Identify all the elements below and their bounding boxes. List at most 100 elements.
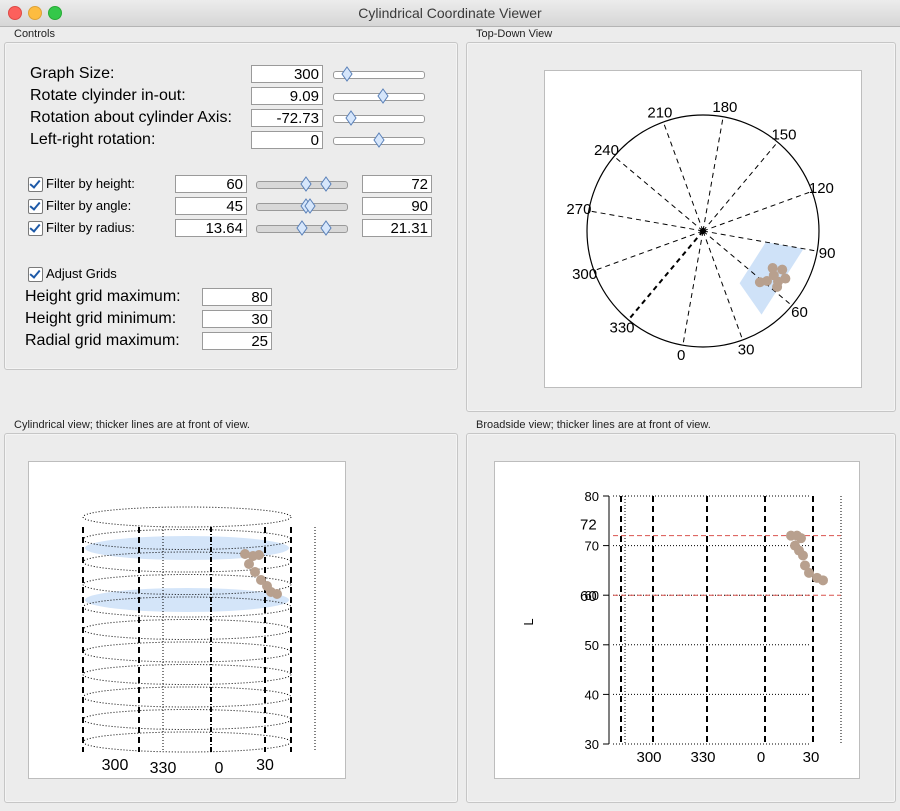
height-grid-ellipse (82, 506, 292, 528)
angle-gridline (662, 121, 704, 232)
height-min-field[interactable]: 30 (202, 310, 272, 328)
left-right-field[interactable]: 0 (251, 131, 323, 149)
height-grid-ellipse (82, 709, 292, 730)
cylindrical-panel-label: Cylindrical view; thicker lines are at f… (14, 419, 250, 431)
height-grid-ellipse (82, 731, 292, 753)
left-right-slider[interactable] (333, 132, 425, 148)
adjust-grids-checkbox[interactable] (28, 267, 43, 282)
filter-radius-max-field[interactable]: 21.31 (362, 219, 432, 237)
data-point (754, 277, 765, 288)
x-tick-label: 330 (690, 749, 715, 766)
range-thumb-lo[interactable] (300, 176, 312, 192)
controls-panel: Graph Size: 300 Rotate clyinder in-out: … (4, 42, 458, 370)
zoom-window-button[interactable] (48, 6, 62, 20)
angle-label: 300 (572, 266, 597, 283)
topdown-polar-plot: 0 30 60 90 120 150 180 210 240 270 300 330 (566, 99, 836, 364)
filter-height-min-field[interactable]: 60 (175, 175, 247, 193)
angle-label: 210 (647, 105, 672, 122)
data-point (244, 559, 254, 569)
y-tick-label: 80 (585, 489, 599, 504)
x-tick-label: 0 (757, 749, 765, 766)
angle-label: 90 (819, 245, 836, 262)
angle-label: 270 (566, 201, 591, 218)
rotate-axis-slider[interactable] (333, 110, 425, 126)
radial-max-field[interactable]: 25 (202, 332, 272, 350)
rotate-axis-label: Rotation about cylinder Axis: (30, 109, 232, 126)
x-tick-label: 300 (636, 749, 661, 766)
filter-angle-min-field[interactable]: 45 (175, 197, 247, 215)
angle-label: 30 (738, 341, 755, 358)
angle-label: 150 (771, 126, 796, 143)
rotate-axis-field[interactable]: -72.73 (251, 109, 323, 127)
data-point (780, 273, 791, 284)
angle-gridline (627, 230, 704, 321)
angle-gridline (588, 210, 704, 232)
data-point (272, 589, 282, 599)
height-grid-ellipse (82, 574, 292, 595)
filter-angle-range-slider[interactable] (256, 198, 348, 214)
filter-height-max-field[interactable]: 72 (362, 175, 432, 193)
controls-panel-label: Controls (14, 28, 55, 40)
angle-label: 0 (677, 347, 685, 364)
data-point (250, 567, 260, 577)
minimize-window-button[interactable] (28, 6, 42, 20)
data-point (796, 533, 806, 544)
topdown-plot-area[interactable]: 0 30 60 90 120 150 180 210 240 270 300 330 (544, 70, 862, 388)
graph-size-field[interactable]: 300 (251, 65, 323, 83)
range-thumb-hi[interactable] (320, 220, 332, 236)
data-point (804, 567, 814, 578)
angle-gridline (702, 141, 778, 232)
y-tick-label: 70 (585, 539, 599, 554)
filter-angle-label: Filter by angle: (46, 198, 132, 213)
radial-max-label: Radial grid maximum: (25, 332, 180, 349)
height-max-label: Height grid maximum: (25, 288, 181, 305)
filter-height-checkbox[interactable] (28, 177, 43, 192)
filter-angle-checkbox[interactable] (28, 199, 43, 214)
height-min-label: Height grid minimum: (25, 310, 177, 327)
cylindrical-plot-area[interactable]: 300 330 0 30 (28, 461, 346, 779)
angle-label: 300 (102, 757, 129, 774)
filter-height-label: Filter by height: (46, 176, 135, 191)
y-axis-label: L (521, 618, 536, 625)
filter-min-marker: 60 (580, 588, 597, 605)
topdown-panel: 0 30 60 90 120 150 180 210 240 270 300 330 (466, 42, 896, 412)
broadside-panel-label: Broadside view; thicker lines are at fro… (476, 419, 711, 431)
angle-label: 30 (256, 757, 274, 774)
rotate-in-out-slider[interactable] (333, 88, 425, 104)
data-point (777, 264, 788, 275)
height-max-field[interactable]: 80 (202, 288, 272, 306)
angle-label: 120 (809, 180, 834, 197)
y-tick-label: 60 (585, 588, 599, 603)
close-window-button[interactable] (8, 6, 22, 20)
range-thumb-hi[interactable] (320, 176, 332, 192)
slider-thumb[interactable] (373, 132, 385, 148)
broadside-panel: 80 70 60 50 40 30 72 60 L 300 330 0 30 (466, 433, 896, 803)
rotate-in-out-field[interactable]: 9.09 (251, 87, 323, 105)
broadside-plot-area[interactable]: 80 70 60 50 40 30 72 60 L 300 330 0 30 (494, 461, 860, 779)
cylindrical-plot: 300 330 0 30 (82, 506, 316, 777)
origin-marker (700, 228, 706, 234)
slider-thumb[interactable] (345, 110, 357, 126)
range-thumb-lo[interactable] (296, 220, 308, 236)
y-tick-label: 50 (585, 638, 599, 653)
filter-radius-min-field[interactable]: 13.64 (175, 219, 247, 237)
slider-thumb[interactable] (341, 66, 353, 82)
angle-gridline (702, 116, 724, 232)
slider-thumb[interactable] (377, 88, 389, 104)
filter-radius-checkbox[interactable] (28, 221, 43, 236)
filter-angle-max-field[interactable]: 90 (362, 197, 432, 215)
data-point (240, 549, 250, 559)
angle-gridline (702, 190, 813, 232)
range-thumb-hi[interactable] (304, 198, 316, 214)
height-grid-ellipse (82, 641, 292, 663)
angle-label: 180 (712, 99, 737, 116)
radial-grid-circle (586, 114, 820, 348)
filter-radius-range-slider[interactable] (256, 220, 348, 236)
angle-gridline (682, 230, 704, 346)
filter-height-range-slider[interactable] (256, 176, 348, 192)
data-point (818, 575, 828, 586)
title-bar: Cylindrical Coordinate Viewer (0, 0, 900, 27)
graph-size-slider[interactable] (333, 66, 425, 82)
angle-gridline (702, 230, 818, 252)
